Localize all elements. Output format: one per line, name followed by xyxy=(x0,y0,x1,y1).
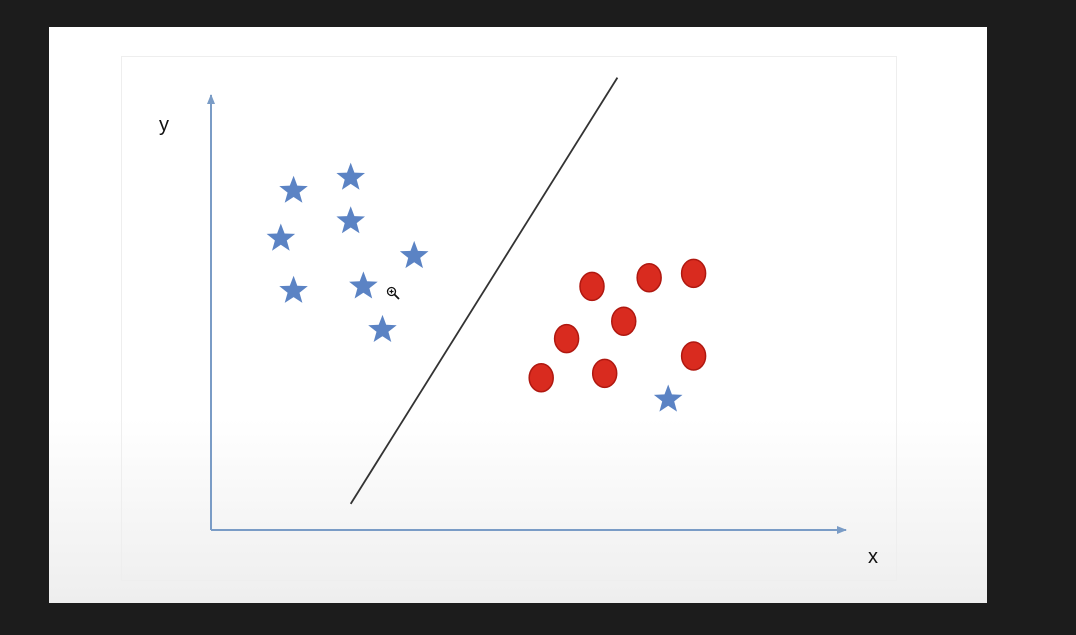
star-point xyxy=(653,384,683,412)
star-point xyxy=(349,271,378,299)
data-points xyxy=(266,162,707,412)
scatter-chart: y x xyxy=(159,77,878,568)
star-point xyxy=(336,162,365,190)
star-point xyxy=(336,206,365,234)
star-point xyxy=(279,275,308,303)
star-point xyxy=(368,314,397,342)
separator-line xyxy=(349,77,619,505)
slide: y x xyxy=(49,27,987,603)
x-axis-label: x xyxy=(868,546,878,568)
circle-point xyxy=(553,323,580,354)
circle-point xyxy=(611,306,637,336)
circle-point xyxy=(636,262,662,293)
y-axis-label: y xyxy=(159,114,169,136)
star-point xyxy=(279,175,308,203)
circle-point xyxy=(591,358,618,389)
circle-point xyxy=(680,258,707,289)
zoom-in-cursor-icon xyxy=(386,286,400,300)
circle-point xyxy=(528,363,554,393)
star-point xyxy=(266,223,296,251)
plot-frame xyxy=(121,56,897,581)
star-point xyxy=(399,240,429,269)
circle-point xyxy=(579,271,605,302)
circle-point xyxy=(680,341,707,371)
